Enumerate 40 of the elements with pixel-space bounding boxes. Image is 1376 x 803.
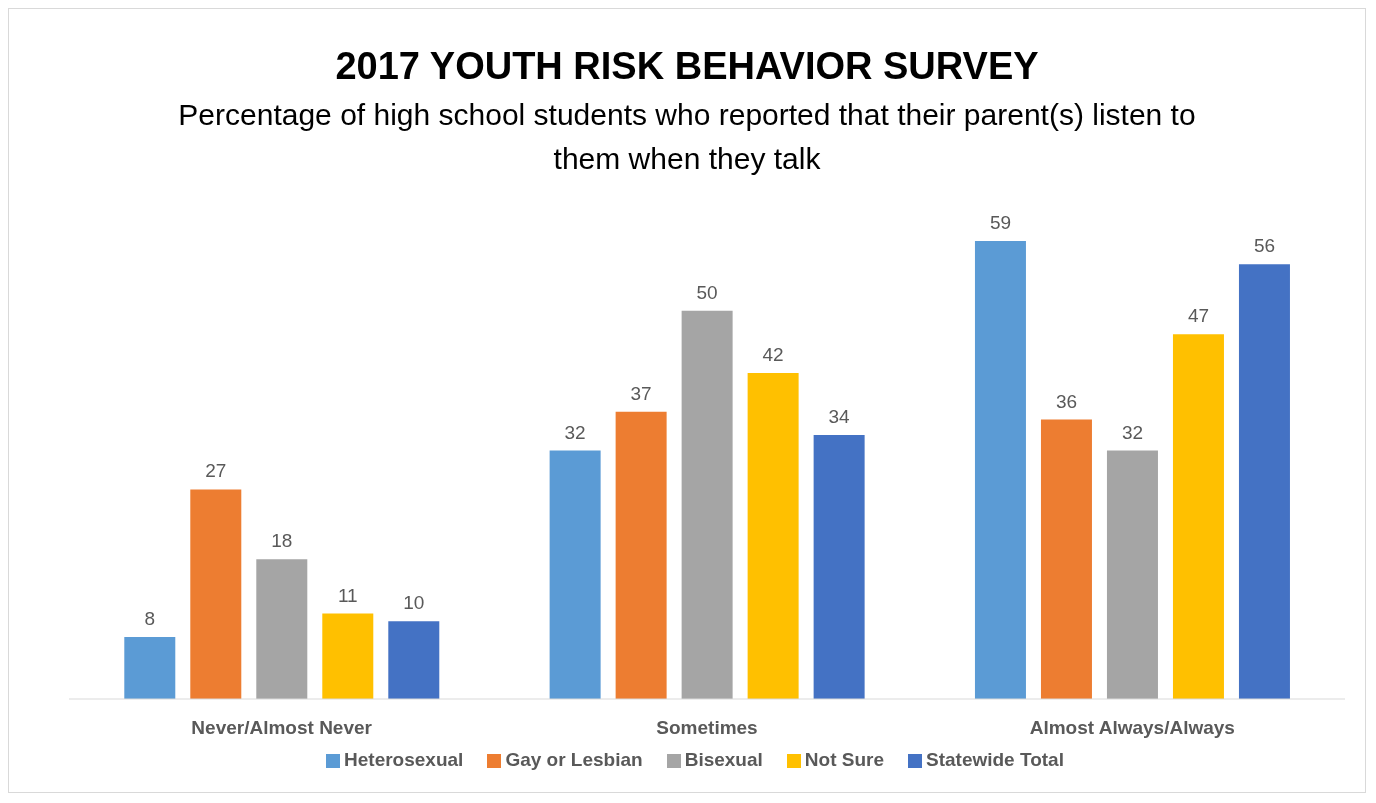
- data-label: 56: [1253, 235, 1276, 257]
- data-label: 8: [144, 607, 156, 629]
- bar: [256, 559, 308, 699]
- legend-label: Bisexual: [684, 749, 763, 770]
- bar: [681, 310, 733, 699]
- data-label: 34: [828, 406, 851, 428]
- legend-label: Heterosexual: [344, 749, 464, 770]
- bar: [1238, 264, 1290, 699]
- legend-label: Gay or Lesbian: [505, 749, 643, 770]
- data-label: 36: [1055, 390, 1078, 412]
- bar: [747, 372, 799, 699]
- bar: [1172, 334, 1224, 699]
- bar: [322, 613, 374, 699]
- data-label: 37: [630, 382, 652, 404]
- bar: [813, 435, 865, 699]
- data-label: 27: [205, 460, 227, 482]
- bar: [1040, 419, 1092, 699]
- bar: [1106, 450, 1158, 699]
- bar: [388, 621, 440, 699]
- data-label: 10: [403, 592, 425, 614]
- bar: [549, 450, 601, 699]
- bar: [615, 411, 667, 699]
- bar: [190, 489, 242, 699]
- legend-label: Statewide Total: [926, 749, 1064, 770]
- x-tick-label: Sometimes: [656, 717, 758, 739]
- data-label: 59: [989, 212, 1012, 233]
- bar: [974, 241, 1026, 699]
- data-label: 18: [271, 530, 293, 552]
- data-label: 32: [1121, 421, 1144, 443]
- chart-subtitle: Percentage of high school students who reported that their parent(s) listen to them when they talk: [177, 97, 1197, 177]
- data-label: 42: [762, 343, 784, 365]
- data-label: 32: [564, 421, 586, 443]
- data-label: 50: [696, 281, 718, 303]
- chart-title: 2017 YOUTH RISK BEHAVIOR SURVEY: [334, 44, 1040, 89]
- legend-label: Not Sure: [804, 749, 884, 770]
- x-tick-label: Almost Always/Always: [1029, 717, 1235, 739]
- data-label: 47: [1187, 305, 1210, 327]
- x-tick-label: Never/Almost Never: [191, 717, 373, 739]
- bar: [124, 636, 176, 699]
- data-label: 11: [337, 584, 358, 606]
